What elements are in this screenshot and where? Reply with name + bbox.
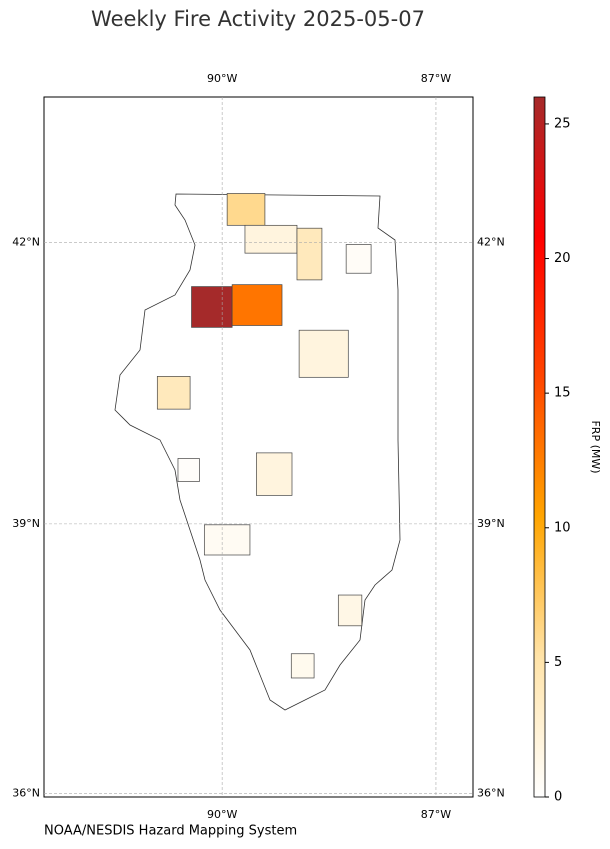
fire-county	[231, 284, 283, 326]
fire-county	[296, 227, 323, 281]
fire-county	[256, 452, 293, 496]
source: NOAA/NESDIS Hazard Mapping System	[44, 824, 297, 839]
title: Weekly Fire Activity 2025-05-07	[91, 7, 425, 31]
fire-county	[337, 594, 363, 627]
lat-label: 42°N	[12, 236, 40, 249]
colorbar-tick-label: 20	[554, 251, 571, 266]
fire-county	[298, 329, 349, 378]
state-outline	[114, 193, 401, 711]
lat-label: 36°N	[12, 786, 40, 799]
lat-label: 39°N	[477, 517, 505, 530]
lat-label: 39°N	[12, 517, 40, 530]
colorbar	[533, 96, 546, 798]
lon-label: 90°W	[207, 808, 237, 821]
lon-label: 90°W	[207, 72, 237, 85]
colorbar-tick-label: 15	[554, 386, 571, 401]
lat-label: 36°N	[477, 786, 505, 799]
fire-county	[191, 286, 233, 328]
colorbar-tick-label: 25	[554, 116, 571, 131]
fire-county	[226, 193, 266, 226]
lon-label: 87°W	[421, 72, 451, 85]
fire-county	[244, 224, 298, 254]
fire-county	[177, 458, 200, 482]
fire-county	[203, 524, 251, 556]
lat-label: 42°N	[477, 236, 505, 249]
fire-county	[156, 376, 191, 410]
colorbar-tick-label: 0	[554, 790, 562, 805]
fire-county	[290, 653, 315, 679]
fire-county	[345, 244, 372, 274]
colorbar-label: FRP (MW)	[589, 420, 602, 473]
colorbar-tick-label: 10	[554, 520, 571, 535]
lon-label: 87°W	[421, 808, 451, 821]
colorbar-tick-label: 5	[554, 655, 562, 670]
